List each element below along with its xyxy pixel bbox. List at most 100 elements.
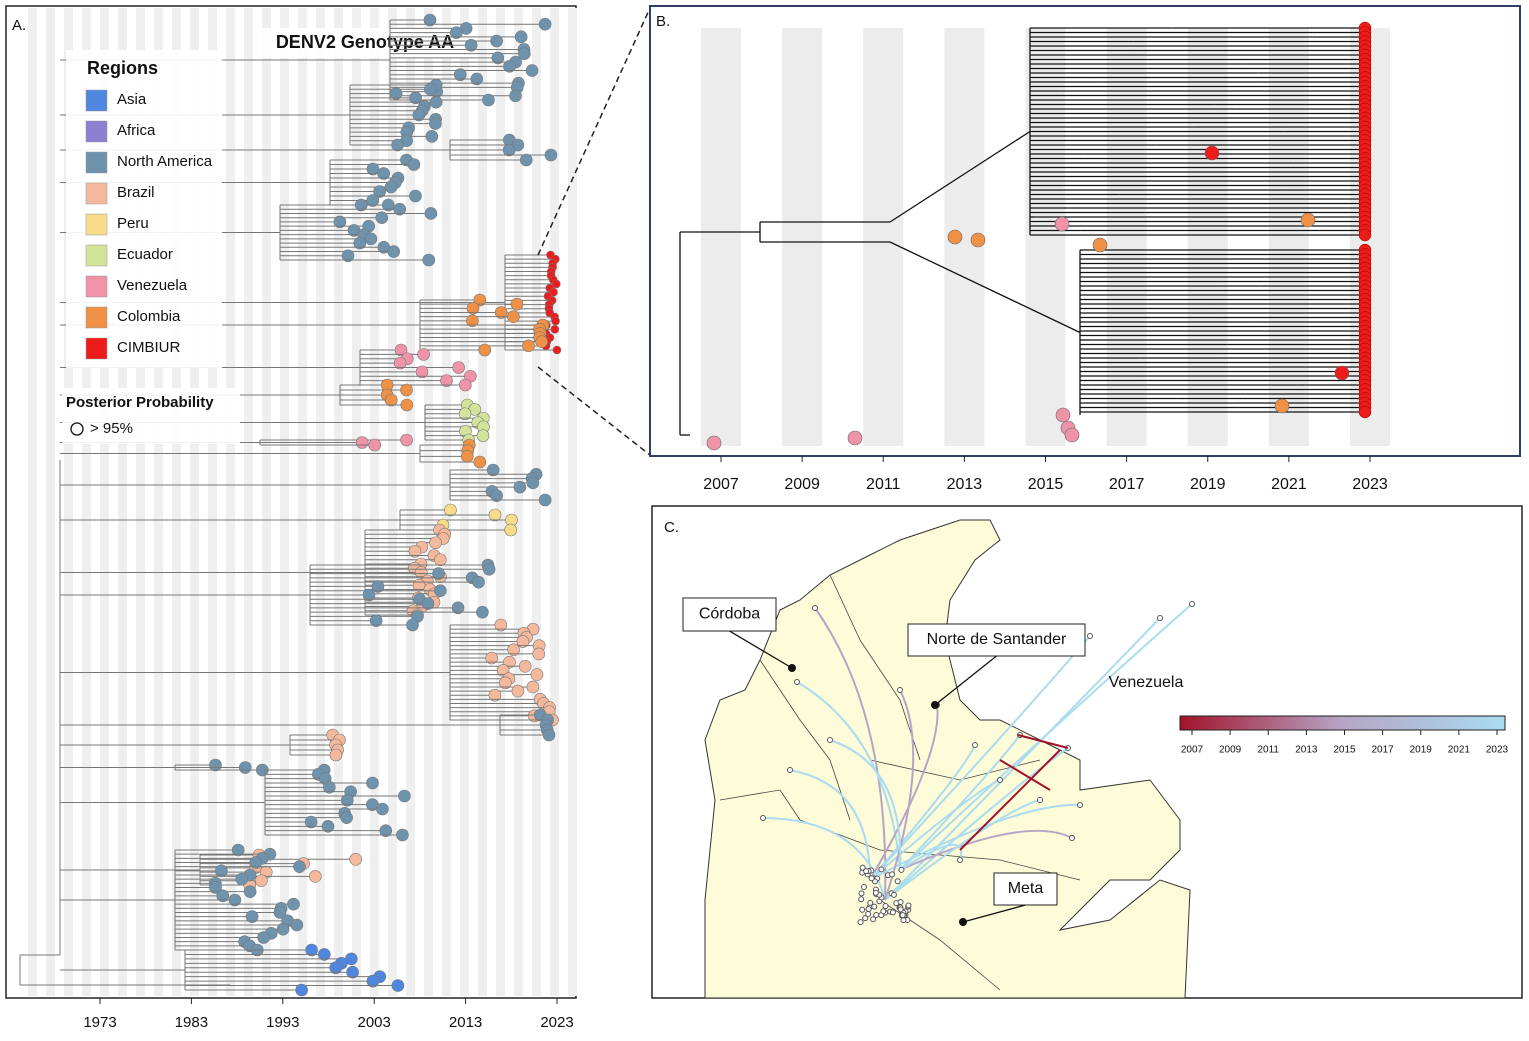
x-tick-label: 2013	[947, 476, 983, 493]
tip	[429, 118, 441, 130]
location	[761, 816, 766, 821]
location	[828, 738, 833, 743]
legend-title: Regions	[87, 58, 158, 78]
pointer-dot	[788, 664, 796, 672]
tip	[474, 456, 486, 468]
x-tick-label: 2017	[1109, 476, 1145, 493]
location	[883, 904, 888, 909]
tip	[430, 96, 442, 108]
stripe	[334, 8, 343, 996]
tip	[503, 144, 515, 156]
x-tick-label: 2021	[1271, 476, 1307, 493]
tip	[430, 537, 442, 549]
tip	[539, 494, 551, 506]
colorbar	[1180, 716, 1505, 730]
tip	[514, 481, 526, 493]
tip	[236, 873, 248, 885]
location	[861, 884, 866, 889]
tip	[1301, 213, 1315, 227]
location	[1070, 836, 1075, 841]
tip	[288, 898, 300, 910]
stripe	[262, 8, 271, 996]
tip	[293, 861, 305, 873]
legend-swatch	[86, 90, 107, 111]
tip	[511, 298, 523, 310]
panel-a: A.DENV2 Genotype AARegionsAsiaAfricaNort…	[6, 6, 650, 1031]
stripe	[244, 8, 253, 996]
location	[859, 897, 864, 902]
x-tick-label: 2023	[540, 1014, 573, 1031]
stripe	[478, 8, 487, 996]
location	[958, 858, 963, 863]
tip	[401, 434, 413, 446]
tip	[509, 90, 521, 102]
x-tick-label: 2003	[358, 1014, 391, 1031]
tip	[539, 18, 551, 30]
tip	[482, 94, 494, 106]
legend-label: Asia	[117, 91, 147, 108]
tip	[392, 139, 404, 151]
tip	[426, 130, 438, 142]
tip	[418, 348, 430, 360]
tip	[209, 759, 221, 771]
tip	[409, 190, 421, 202]
tip	[545, 149, 557, 161]
stripe	[370, 8, 379, 996]
tip	[385, 394, 397, 406]
tip	[369, 439, 381, 451]
location	[795, 680, 800, 685]
tip	[527, 477, 539, 489]
tip	[531, 669, 543, 681]
location	[1190, 602, 1195, 607]
tip	[396, 829, 408, 841]
tip	[388, 246, 400, 258]
stripe	[352, 8, 361, 996]
panel-label: B.	[656, 13, 670, 30]
place-label: Venezuela	[1109, 674, 1184, 691]
stripe	[863, 28, 903, 446]
place-label: Meta	[1008, 880, 1044, 897]
location	[874, 913, 879, 918]
tip	[341, 812, 353, 824]
tip	[424, 83, 436, 95]
tip	[512, 685, 524, 697]
tip	[520, 154, 532, 166]
posterior-label: > 95%	[90, 420, 133, 437]
tip	[423, 254, 435, 266]
colorbar-tick-label: 2019	[1410, 745, 1433, 756]
legend-label: Venezuela	[117, 277, 188, 294]
tip	[401, 399, 413, 411]
tip	[255, 875, 267, 887]
tip	[330, 749, 342, 761]
location	[906, 903, 911, 908]
posterior-symbol	[71, 423, 83, 435]
tip	[296, 984, 308, 996]
tip	[434, 585, 446, 597]
tip	[707, 436, 721, 450]
location	[1038, 798, 1043, 803]
stripe	[424, 8, 433, 996]
location	[881, 909, 886, 914]
colorbar-tick-label: 2009	[1219, 745, 1242, 756]
location	[813, 606, 818, 611]
colorbar-tick-label: 2017	[1372, 745, 1395, 756]
title: DENV2 Genotype AA	[276, 32, 454, 52]
tip	[848, 431, 862, 445]
tip	[543, 729, 555, 741]
tip	[1335, 366, 1349, 380]
tip	[407, 619, 419, 631]
tip	[491, 35, 503, 47]
tip	[366, 777, 378, 789]
location	[891, 892, 896, 897]
tip	[1359, 406, 1371, 418]
stripe	[298, 8, 307, 996]
location	[860, 907, 865, 912]
place-label: Norte de Santander	[927, 631, 1067, 648]
tip	[476, 606, 488, 618]
stripe	[28, 8, 37, 996]
tip	[479, 344, 491, 356]
tip	[477, 430, 489, 442]
page: A.DENV2 Genotype AARegionsAsiaAfricaNort…	[0, 0, 1529, 1041]
tip	[948, 230, 962, 244]
location	[895, 879, 900, 884]
